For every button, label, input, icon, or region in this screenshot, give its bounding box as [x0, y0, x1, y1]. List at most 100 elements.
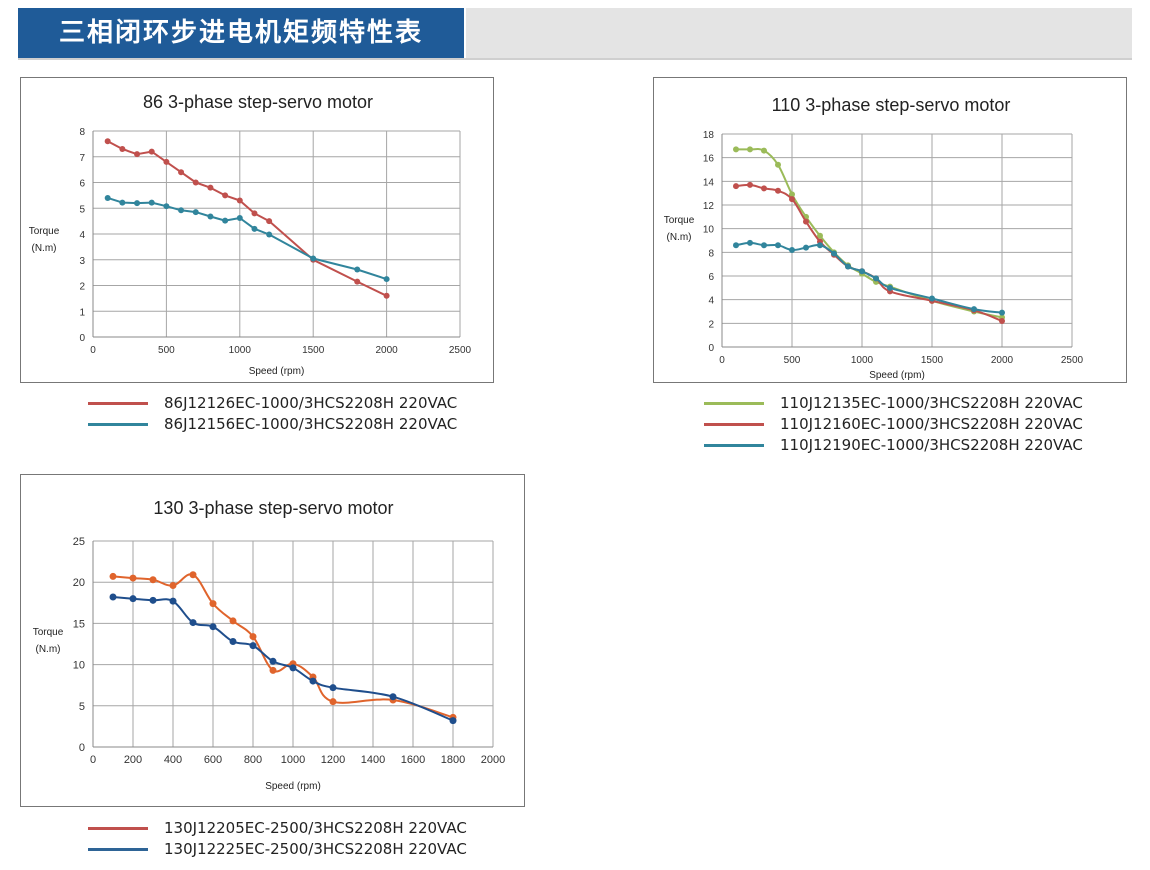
x-axis-label: Speed (rpm): [265, 781, 321, 792]
x-tick-label: 800: [244, 754, 262, 766]
series-1-point: [134, 151, 141, 158]
legend-label: 110J12190EC-1000/3HCS2208H 220VAC: [780, 436, 1083, 454]
series-2-point: [789, 196, 795, 203]
series-2-point: [129, 595, 137, 603]
series-2-point: [761, 185, 767, 192]
y-axis-label: Torque: [664, 215, 695, 226]
series-1-point: [251, 210, 258, 217]
series-2-point: [775, 187, 781, 194]
series-1-point: [329, 698, 337, 706]
y-tick-label: 5: [79, 701, 85, 713]
series-2-point: [269, 657, 277, 665]
series-1-point: [119, 146, 126, 153]
chart-130-panel: 130 3-phase step-servo motor 0 200 400 600 80…: [20, 474, 525, 807]
series-2-point: [389, 693, 397, 701]
series-3-point: [929, 295, 935, 302]
series-3-point: [761, 242, 767, 249]
series-2-point: [148, 199, 155, 206]
series-1-point: [236, 197, 243, 204]
y-tick-label: 4: [79, 230, 85, 241]
title-banner-extension: [466, 8, 1132, 58]
series-1-point: [249, 633, 257, 641]
series-2-point: [249, 642, 257, 650]
legend-item: 130J12225EC-2500/3HCS2208H 220VAC: [88, 840, 508, 861]
x-tick-label: 500: [784, 355, 801, 366]
x-tick-label: 2500: [449, 345, 472, 356]
legend-item: 110J12135EC-1000/3HCS2208H 220VAC: [704, 394, 1124, 415]
x-tick-label: 1000: [851, 355, 874, 366]
legend-swatch: [88, 827, 148, 830]
series-2-point: [310, 255, 317, 262]
y-axis-unit-label: (N.m): [36, 644, 61, 655]
x-tick-label: 2000: [991, 355, 1014, 366]
series-2-point: [119, 199, 126, 206]
series-3-point: [789, 246, 795, 253]
page-title: 三相闭环步进电机矩频特性表: [58, 18, 423, 48]
series-2-point: [163, 203, 170, 210]
series-2-point: [222, 217, 229, 224]
y-tick-label: 3: [79, 256, 85, 267]
x-tick-label: 400: [164, 754, 182, 766]
legend-label: 86J12126EC-1000/3HCS2208H 220VAC: [164, 394, 458, 412]
series-2-point: [309, 677, 317, 685]
x-tick-label: 1500: [921, 355, 944, 366]
y-tick-label: 8: [708, 248, 714, 259]
y-axis-label: Torque: [33, 627, 64, 638]
x-tick-label: 1400: [361, 754, 385, 766]
y-tick-label: 2: [708, 319, 714, 330]
y-tick-label: 4: [708, 296, 714, 307]
series-3-point: [999, 309, 1005, 316]
legend-swatch: [704, 423, 764, 426]
series-2-point: [251, 225, 258, 232]
chart-title: 130 3-phase step-servo motor: [153, 498, 393, 518]
x-tick-label: 0: [90, 345, 96, 356]
y-axis-unit-label: (N.m): [32, 243, 57, 254]
y-tick-label: 2: [79, 282, 85, 293]
series-2-point: [192, 209, 199, 216]
series-3-point: [803, 244, 809, 251]
y-tick-label: 14: [703, 177, 715, 188]
y-tick-label: 16: [703, 154, 715, 165]
series-2-point: [134, 200, 141, 207]
series-1-point: [209, 600, 217, 608]
y-axis-label: Torque: [29, 226, 60, 237]
x-tick-label: 1000: [281, 754, 305, 766]
series-1-point: [266, 218, 273, 225]
y-tick-label: 8: [79, 127, 85, 138]
series-2-point: [236, 215, 243, 222]
series-1-point: [149, 576, 157, 584]
series-1-point: [817, 232, 823, 239]
series-2-point: [209, 623, 217, 631]
y-tick-label: 10: [73, 660, 85, 672]
title-banner: 三相闭环步进电机矩频特性表: [18, 8, 464, 58]
x-tick-label: 2500: [1061, 355, 1084, 366]
title-underline: [18, 58, 1132, 60]
series-2-point: [354, 266, 361, 273]
series-1-point: [148, 148, 155, 155]
y-tick-label: 6: [708, 272, 714, 283]
series-3-point: [971, 306, 977, 313]
legend-swatch: [88, 848, 148, 851]
series-1-point: [222, 192, 229, 199]
chart-110-svg: 110 3-phase step-servo motor 0 500 1000 1500…: [664, 95, 1084, 381]
series-1-point: [163, 158, 170, 165]
series-1-point: [192, 179, 199, 186]
series-3-point: [873, 275, 879, 282]
series-1-point: [169, 581, 177, 589]
series-1-point: [178, 169, 185, 176]
x-tick-label: 0: [90, 754, 96, 766]
series-1-point: [789, 191, 795, 198]
legend-label: 110J12135EC-1000/3HCS2208H 220VAC: [780, 394, 1083, 412]
legend-swatch: [704, 444, 764, 447]
series-1-point: [269, 666, 277, 674]
y-tick-label: 15: [73, 618, 85, 630]
series-3-point: [733, 242, 739, 249]
x-tick-label: 200: [124, 754, 142, 766]
series-2-point: [449, 717, 457, 725]
y-tick-label: 18: [703, 130, 715, 141]
series-1-point: [383, 292, 390, 299]
series-2-point: [289, 664, 297, 672]
x-tick-label: 2000: [375, 345, 398, 356]
series-1-point: [775, 161, 781, 168]
series-line-1: [735, 148, 1003, 319]
